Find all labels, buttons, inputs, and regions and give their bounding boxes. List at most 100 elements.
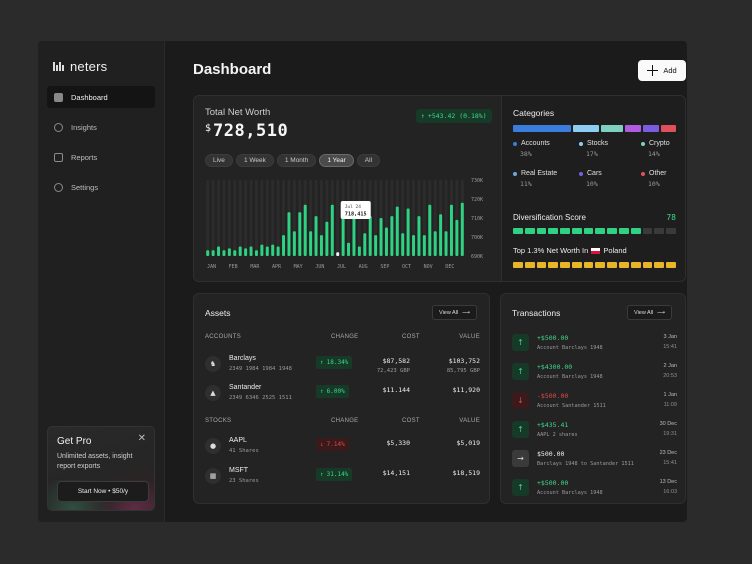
report-icon xyxy=(54,152,63,162)
sidebar-item-insights[interactable]: Insights xyxy=(47,116,155,138)
x-tick-label: OCT xyxy=(402,264,411,270)
start-now-button[interactable]: Start Now • $50/y xyxy=(57,481,149,502)
close-icon[interactable]: ✕ xyxy=(137,433,146,444)
tx-time: 19:31 xyxy=(663,431,677,437)
chart-bar xyxy=(211,250,215,256)
category-name: Crypto xyxy=(649,140,670,147)
net-worth-change-badge: ↑ +543.42 (0.18%) xyxy=(416,109,492,123)
change-badge: ↑ 6.00% xyxy=(316,385,349,398)
range-1-week[interactable]: 1 Week xyxy=(235,154,274,167)
asset-sub: 2349 6346 2525 1511 xyxy=(229,395,292,401)
range-1-month[interactable]: 1 Month xyxy=(276,154,317,167)
x-tick-label: MAY xyxy=(294,264,303,270)
view-all-label: View All xyxy=(634,309,654,316)
range-all[interactable]: All xyxy=(356,154,381,167)
asset-sub: 23 Shares xyxy=(229,478,259,484)
add-button[interactable]: Add xyxy=(638,60,686,81)
tx-date: 13 Dec xyxy=(659,479,677,485)
tx-date: 2 Jan xyxy=(663,363,677,369)
list-item[interactable]: → $500.00 Barclays 1948 to Santander 151… xyxy=(512,448,677,472)
progress-segment xyxy=(583,228,594,234)
transactions-view-all-button[interactable]: View All ⟶ xyxy=(627,305,673,320)
chart-bar xyxy=(206,250,210,256)
sidebar-item-label: Insights xyxy=(71,122,97,132)
chart-bar xyxy=(439,214,443,256)
range-1-year[interactable]: 1 Year xyxy=(319,154,354,167)
net-worth-change: +543.42 (0.18%) xyxy=(427,112,487,120)
arrow-up-icon: ↑ xyxy=(320,388,324,395)
arrow-up-icon: ↑ xyxy=(512,479,529,496)
chart-bar xyxy=(433,231,437,256)
asset-cost: $87,582 xyxy=(382,357,410,365)
y-tick-label: 720K xyxy=(471,197,483,203)
chart-bar-track xyxy=(254,180,258,256)
chart-bar xyxy=(249,246,253,256)
categories-bar xyxy=(513,125,676,132)
asset-name: Barclays xyxy=(229,355,256,362)
sidebar-item-dashboard[interactable]: Dashboard xyxy=(47,86,155,108)
arrow-up-icon: ↑ xyxy=(512,363,529,380)
asset-value: $18,519 xyxy=(452,469,480,477)
list-item[interactable]: ↑ +$500.00 Account Barclays 1948 13 Dec … xyxy=(512,477,677,501)
category-name: Stocks xyxy=(587,140,609,147)
chart-bar xyxy=(282,235,286,256)
category-dot xyxy=(579,141,583,146)
x-tick-label: DEC xyxy=(445,264,454,270)
category-other: Other 10% xyxy=(641,170,683,195)
asset-sub: 41 Shares xyxy=(229,448,259,454)
table-row[interactable]: ● AAPL 41 Shares ↓ 7.14% $5,330 $5,019 xyxy=(205,434,480,460)
chart-bar-track xyxy=(244,180,248,256)
gear-icon xyxy=(54,182,63,192)
table-row[interactable]: ♞ Barclays 2349 1984 1984 1948 ↑ 18.34% $… xyxy=(205,352,480,378)
chart-bar-track xyxy=(227,180,231,256)
change-value: 6.00% xyxy=(326,388,345,395)
chart-bar xyxy=(265,246,269,256)
tx-date: 23 Dec xyxy=(659,450,677,456)
net-worth-value: $ 728,510 xyxy=(205,121,288,141)
top-net-worth-bar xyxy=(513,262,676,268)
list-item[interactable]: ↑ +$435.41 AAPL 2 shares 30 Dec 19:31 xyxy=(512,419,677,443)
table-row[interactable]: ▲ Santander 2349 6346 2525 1511 ↑ 6.00% $… xyxy=(205,381,480,407)
diversification-bar xyxy=(513,228,676,234)
chart-bar xyxy=(325,221,329,256)
category-dot xyxy=(579,171,583,176)
apple-icon: ● xyxy=(205,438,221,454)
col-value: VALUE xyxy=(459,418,480,424)
chart-bar-track xyxy=(211,180,215,256)
chart-bar xyxy=(390,216,394,256)
chart-bar xyxy=(395,206,399,256)
chart-bar xyxy=(455,219,459,256)
sidebar-item-settings[interactable]: Settings xyxy=(47,176,155,198)
chart-bar xyxy=(341,216,345,256)
range-live[interactable]: Live xyxy=(205,154,233,167)
list-item[interactable]: ↑ +$500.00 Account Barclays 1948 3 Jan 1… xyxy=(512,332,677,356)
progress-segment xyxy=(666,262,676,268)
progress-segment xyxy=(548,262,559,268)
diversification-score: 78 xyxy=(666,213,676,222)
asset-sub: 2349 1984 1984 1948 xyxy=(229,366,292,372)
logo[interactable]: neters xyxy=(53,59,107,74)
categories-title: Categories xyxy=(513,108,555,118)
chart-bar xyxy=(417,216,421,256)
table-row[interactable]: ▦ MSFT 23 Shares ↑ 31.14% $14,151 $18,519 xyxy=(205,464,480,490)
progress-segment xyxy=(560,262,570,268)
change-value: 18.34% xyxy=(326,359,349,366)
assets-view-all-button[interactable]: View All ⟶ xyxy=(432,305,478,320)
asset-cost-sub: 72,423 GBP xyxy=(376,368,410,374)
tx-amount: +$4300.00 xyxy=(537,363,573,371)
category-name: Accounts xyxy=(521,140,550,147)
list-item[interactable]: ↑ +$4300.00 Account Barclays 1948 2 Jan … xyxy=(512,361,677,385)
categories-panel: Categories Accounts 38% Stocks 17% Crypt… xyxy=(501,96,685,281)
sidebar-item-reports[interactable]: Reports xyxy=(47,146,155,168)
progress-segment xyxy=(666,228,676,234)
progress-segment xyxy=(583,262,594,268)
change-value: 31.14% xyxy=(326,471,349,478)
category-accounts: Accounts 38% xyxy=(513,140,579,165)
x-tick-label: FEB xyxy=(229,264,238,270)
list-item[interactable]: ↓ -$500.00 Account Santander 1511 1 Jan … xyxy=(512,390,677,414)
layout-icon xyxy=(54,92,63,102)
y-tick-label: 700K xyxy=(471,235,483,241)
net-worth-chart[interactable]: 730K 720K 710K 700K 690K JAN FEB MAR APR MAY JUN JU… xyxy=(194,96,501,282)
chart-bar xyxy=(374,235,378,256)
app-window: neters Dashboard Insights Reports Settin… xyxy=(38,41,687,522)
